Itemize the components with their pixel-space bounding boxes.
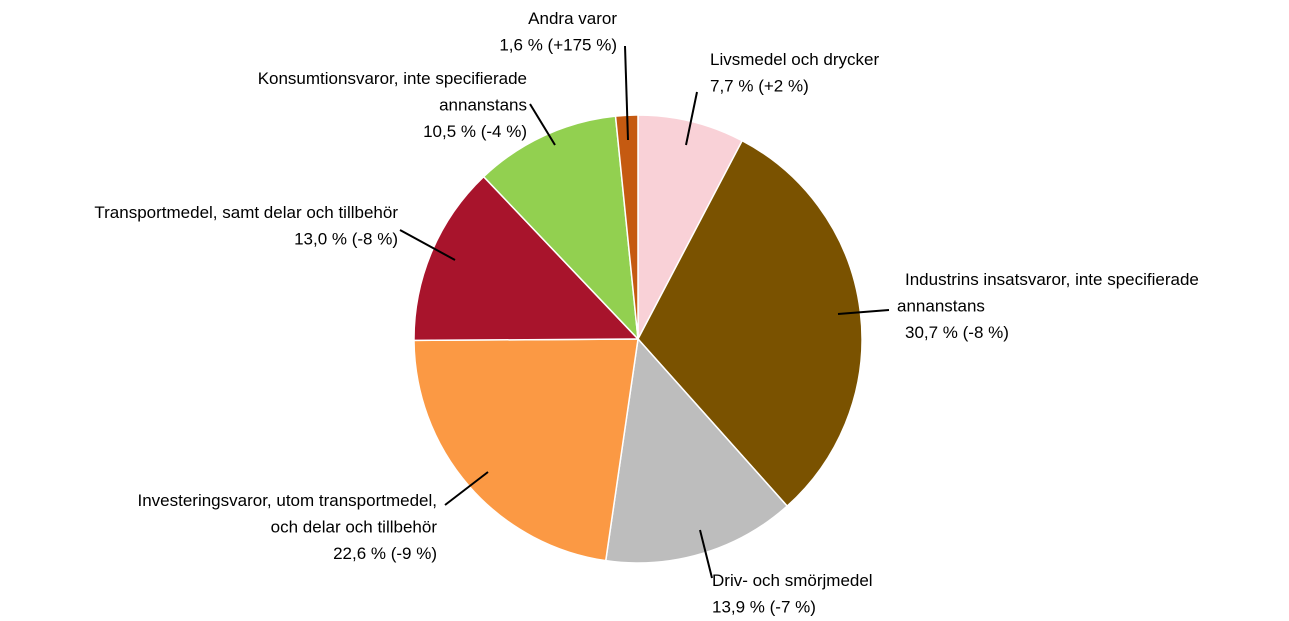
leader-line (685, 91, 698, 146)
value-label: 13,0 % (-8 %) (294, 230, 398, 249)
leader-line (529, 103, 556, 146)
pie-slice (604, 337, 789, 564)
slice-label: Investeringsvaror, utom transportmedel, o… (137, 491, 437, 537)
slice-label: Industrins insatsvaror, inte specifierad… (897, 270, 1199, 316)
leader-line (699, 529, 713, 579)
slice-label: Transportmedel, samt delar och tillbehör (94, 203, 398, 222)
slice-label: Andra varor (528, 9, 617, 28)
value-label: 10,5 % (-4 %) (423, 122, 527, 141)
value-label: 22,6 % (-9 %) (333, 544, 437, 563)
pie-slice (413, 338, 639, 562)
leader-line (624, 45, 629, 141)
pie-slice (482, 115, 639, 342)
pie-slice (413, 175, 640, 342)
slice-label: Livsmedel och drycker (710, 50, 879, 69)
leader-line (399, 229, 456, 261)
slice-label: Driv- och smörjmedel (712, 571, 873, 590)
value-label: 7,7 % (+2 %) (710, 77, 809, 96)
leader-line (444, 471, 489, 506)
slice-label: Konsumtionsvaror, inte specifierade annan… (258, 69, 527, 115)
leader-line (837, 309, 890, 315)
value-label: 1,6 % (+175 %) (499, 36, 617, 55)
value-label: 30,7 % (-8 %) (905, 323, 1009, 342)
value-label: 13,9 % (-7 %) (712, 598, 816, 617)
